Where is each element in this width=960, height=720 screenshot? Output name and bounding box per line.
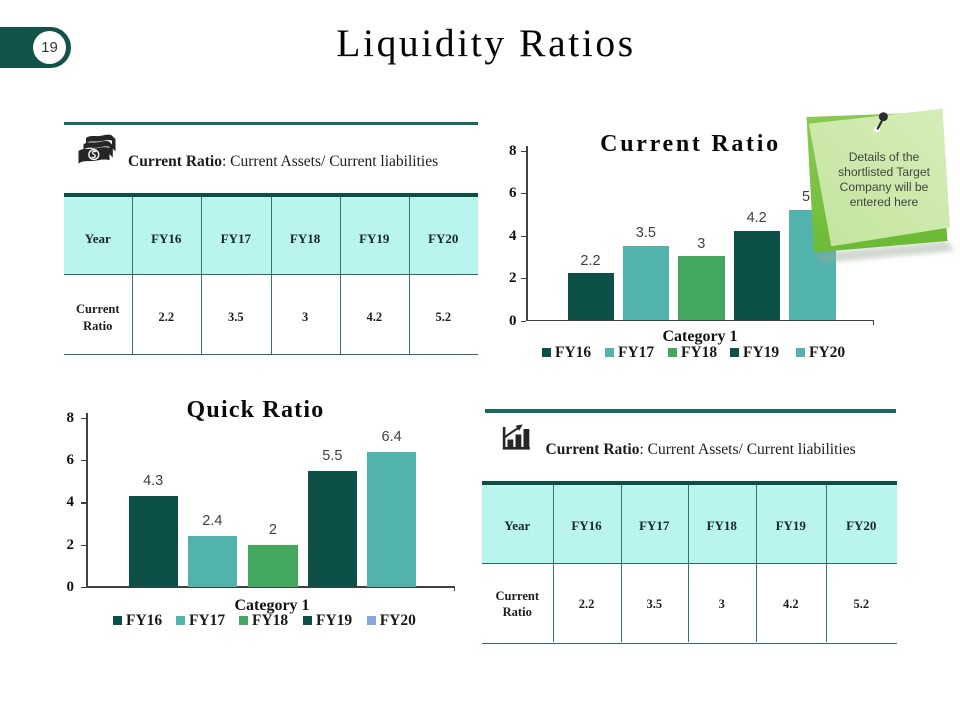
svg-text:shortlisted Target: shortlisted Target [838,165,931,179]
svg-text:entered here: entered here [850,195,919,209]
svg-text:Company will be: Company will be [840,180,929,194]
svg-text:Details of the: Details of the [849,150,920,164]
